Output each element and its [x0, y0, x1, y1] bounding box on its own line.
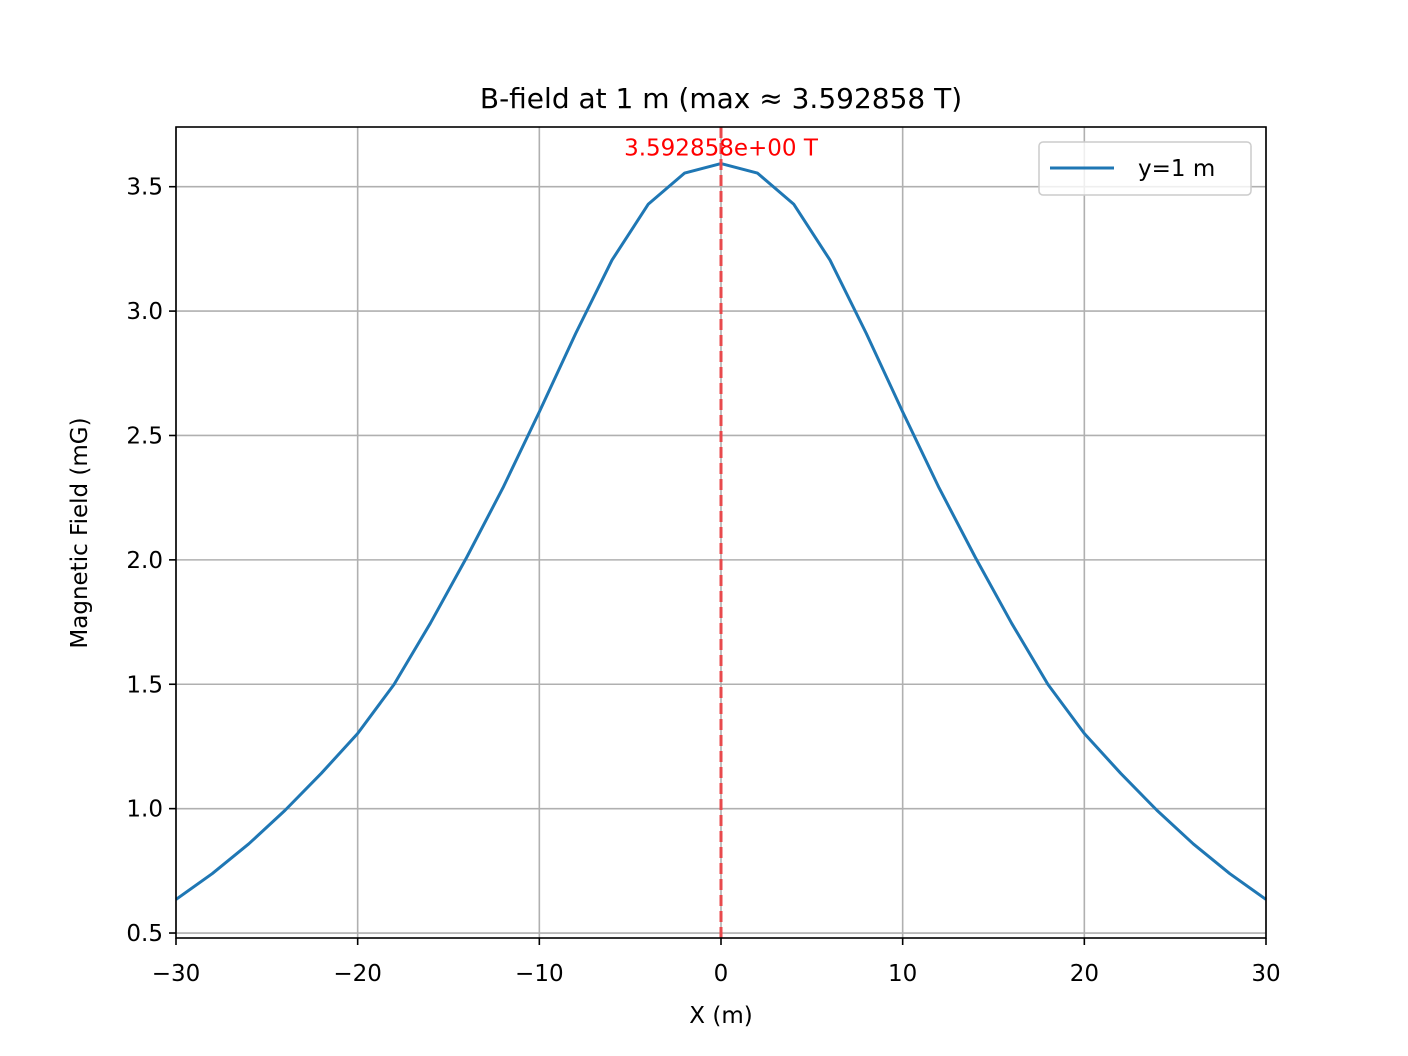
x-tick-label: 30 — [1251, 961, 1280, 987]
x-axis-ticks: −30 −20 −10 0 10 20 30 — [152, 938, 1281, 987]
x-tick-label: 20 — [1070, 961, 1099, 987]
x-tick-label: 0 — [714, 961, 729, 987]
x-axis-label: X (m) — [689, 1003, 752, 1029]
y-axis-label: Magnetic Field (mG) — [67, 417, 93, 648]
y-tick-label: 2.5 — [126, 423, 163, 449]
x-tick-label: 10 — [888, 961, 917, 987]
legend-label: y=1 m — [1138, 156, 1215, 182]
peak-value-label: 3.592858e+00 T — [624, 136, 819, 162]
y-tick-label: 1.5 — [126, 672, 163, 698]
annotations: 3.592858e+00 T — [624, 127, 819, 938]
legend: y=1 m — [1038, 141, 1252, 196]
y-tick-label: 3.5 — [126, 175, 163, 201]
y-tick-label: 3.0 — [126, 299, 163, 325]
y-tick-label: 1.0 — [126, 797, 163, 823]
y-tick-label: 0.5 — [126, 921, 163, 947]
x-tick-label: −10 — [515, 961, 564, 987]
x-tick-label: −20 — [333, 961, 382, 987]
chart-title: B-field at 1 m (max ≈ 3.592858 T) — [480, 82, 962, 115]
x-tick-label: −30 — [152, 961, 201, 987]
legend-box — [1038, 141, 1252, 196]
y-tick-label: 2.0 — [126, 548, 163, 574]
y-axis-ticks: 0.5 1.0 1.5 2.0 2.5 3.0 3.5 — [126, 175, 176, 947]
